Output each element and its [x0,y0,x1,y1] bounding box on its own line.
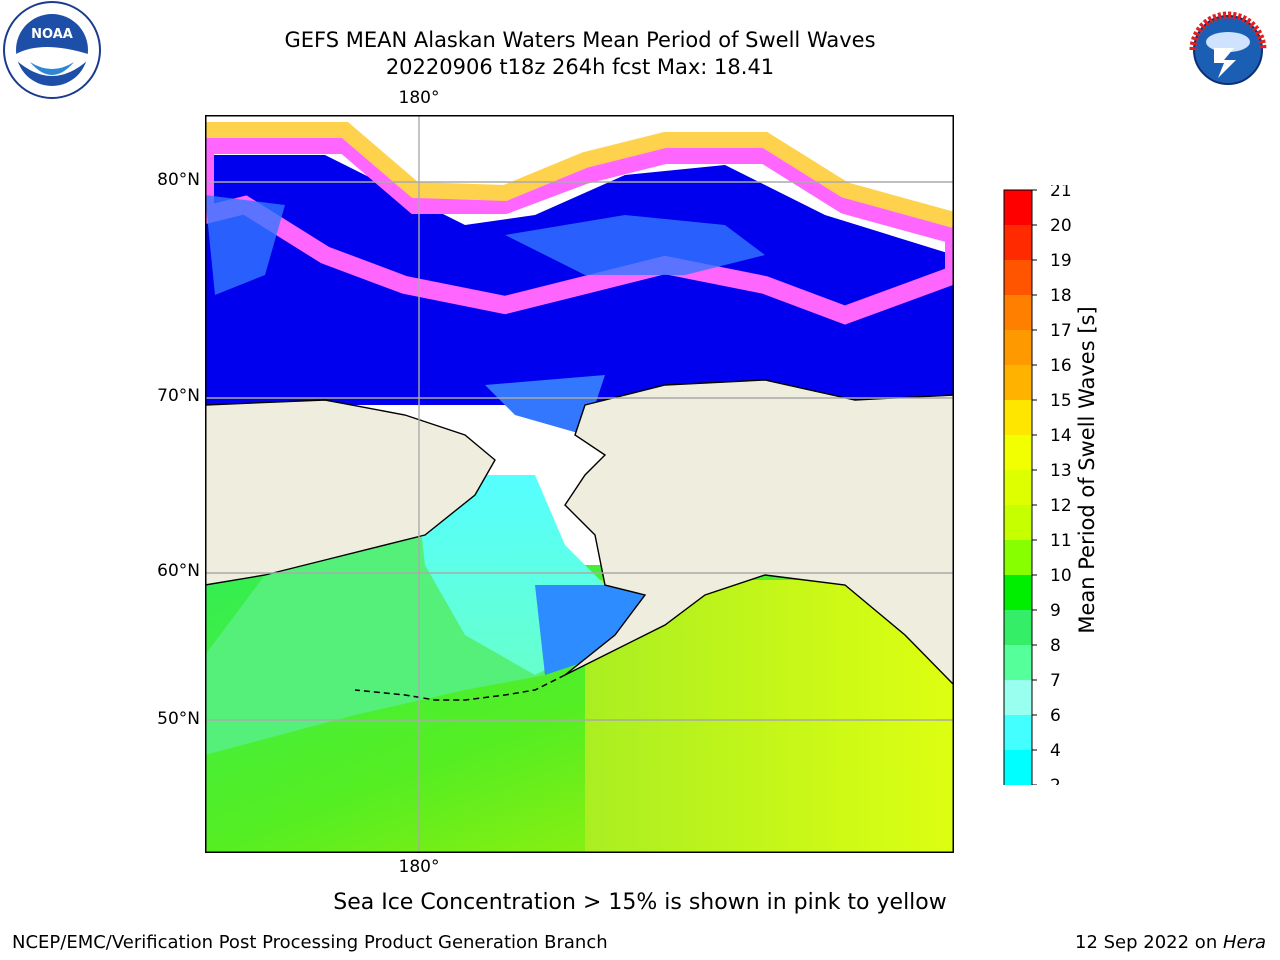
colorbar-tick-label: 11 [1050,531,1072,551]
colorbar-tick-label: 12 [1050,496,1072,516]
colorbar-tick-label: 13 [1050,461,1072,481]
sea-ice-edge-pink [205,136,954,325]
footer-date-text: 12 Sep 2022 on [1075,932,1223,953]
footer-host: Hera [1222,932,1266,953]
colorbar-tick-label: 17 [1050,321,1072,341]
map-frame [205,115,954,853]
colorbar-segment [1004,750,1032,785]
footer-branch: NCEP/EMC/Verification Post Processing Pr… [12,932,608,953]
colorbar-segment [1004,435,1032,470]
colorbar-segment [1004,190,1032,225]
lat-label-60: 60°N [157,561,200,581]
colorbar-segment [1004,645,1032,680]
graticule [205,115,954,853]
colorbar-tick-label: 2 [1050,776,1061,785]
noaa-logo-icon: NOAA [3,1,101,99]
chukchi-sea-blue [485,375,605,435]
chart-title: GEFS MEAN Alaskan Waters Mean Period of … [284,28,876,52]
colorbar-tick-label: 7 [1050,671,1061,691]
colorbar-tick-label: 21 [1050,185,1072,201]
colorbar-segment [1004,540,1032,575]
colorbar-tick-label: 9 [1050,601,1061,621]
colorbar-tick-label: 15 [1050,391,1072,411]
footer-date: 12 Sep 2022 on Hera [1075,932,1266,953]
nws-logo-icon [1180,2,1276,98]
colorbar-tick-label: 18 [1050,286,1072,306]
colorbar-segment [1004,470,1032,505]
lon-label-bottom: 180° [398,857,440,877]
colorbar-tick-label: 16 [1050,356,1072,376]
colorbar-segment [1004,400,1032,435]
swell-period-map [205,115,954,853]
colorbar-tick-label: 19 [1050,251,1072,271]
aleutian-islands [354,674,566,701]
colorbar-tick-label: 6 [1050,706,1061,726]
lat-label-50: 50°N [157,709,200,729]
colorbar-segment [1004,365,1032,400]
colorbar-segment [1004,680,1032,715]
colorbar-segment [1004,505,1032,540]
colorbar-segment [1004,295,1032,330]
colorbar-segment [1004,575,1032,610]
colorbar-tick-label: 20 [1050,216,1072,236]
colorbar-label: Mean Period of Swell Waves [s] [1075,306,1099,634]
colorbar-tick-label: 10 [1050,566,1072,586]
colorbar-segment [1004,260,1032,295]
siberia-land [205,399,496,586]
map-canvas [205,115,954,853]
lat-label-80: 80°N [157,170,200,190]
noaa-logo-text: NOAA [31,27,73,42]
bristol-bay-blue [535,585,665,675]
colorbar-segment [1004,330,1032,365]
colorbar-segment [1004,225,1032,260]
colorbar-tick-label: 8 [1050,636,1061,656]
lat-label-70: 70°N [157,386,200,406]
colorbar-segment [1004,715,1032,750]
lon-label-top: 180° [398,88,440,108]
colorbar-segment [1004,610,1032,645]
sea-ice-note: Sea Ice Concentration > 15% is shown in … [333,890,947,915]
sea-ice-edge-yellow [205,122,954,228]
colorbar-tick-label: 14 [1050,426,1072,446]
chart-subtitle: 20220906 t18z 264h fcst Max: 18.41 [385,55,775,79]
colorbar-tick-label: 4 [1050,741,1061,761]
